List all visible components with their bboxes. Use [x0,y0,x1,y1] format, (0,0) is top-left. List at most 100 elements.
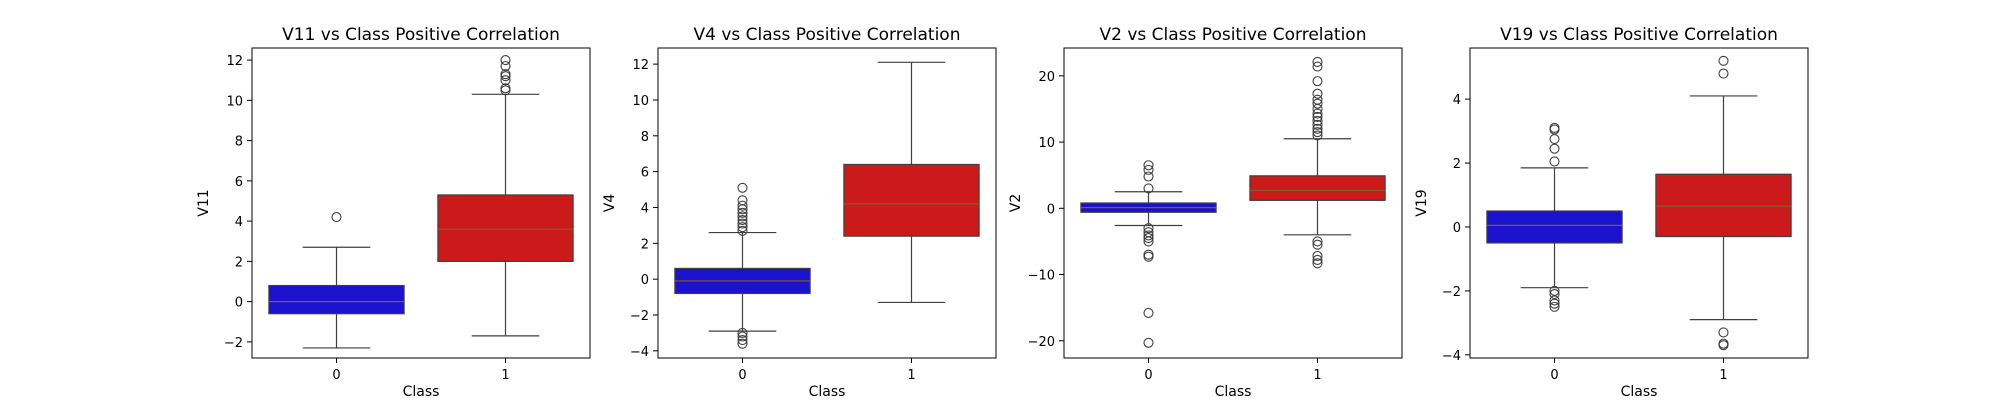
chart-title: V19 vs Class Positive Correlation [1500,25,1778,45]
outlier-point [737,335,748,346]
axes-frame [1063,47,1403,359]
outlier-point [737,182,748,193]
outlier-point [1143,307,1154,319]
outlier-point [1312,111,1323,122]
box-class-0 [1080,160,1217,348]
outlier-point [1143,171,1154,182]
box-class-0 [1486,122,1623,312]
x-axis-label: Class [403,384,440,400]
outlier-point [737,200,748,211]
y-axis-label: V19 [1414,189,1430,216]
outlier-point [1718,340,1729,351]
outlier-point [1312,61,1323,72]
outlier-point [500,61,511,72]
outlier-point [500,75,511,86]
box-iqr [268,284,405,315]
outlier-point [1549,301,1560,312]
outlier-point [1143,164,1154,175]
outlier-point [1143,230,1154,241]
outlier-point [1549,289,1560,300]
y-tick-label: 4 [1453,93,1461,108]
outlier-point [737,225,748,236]
subplots: V11 vs Class Positive Correlation−202468… [196,25,1809,400]
y-tick-label: 8 [235,135,243,150]
y-tick-label: −20 [1028,335,1055,350]
y-tick-label: 2 [1453,157,1461,172]
outlier-point [1718,55,1729,66]
outlier-point [1312,115,1323,126]
y-tick-label: 2 [235,255,243,270]
outlier-point [1312,250,1323,262]
x-tick-label: 0 [738,368,746,383]
outlier-point [1549,156,1560,167]
box-class-1 [1655,55,1792,351]
y-axis-label: V4 [602,194,618,213]
y-tick-label: 10 [226,94,243,109]
y-tick-label: 12 [632,58,649,73]
chart-title: V11 vs Class Positive Correlation [282,25,560,45]
axes-frame [251,47,591,359]
y-tick-label: −2 [630,309,649,324]
y-tick-label: 4 [235,215,243,230]
box-class-1 [843,61,980,304]
outlier-point [331,212,342,223]
outlier-point [737,218,748,229]
box-iqr [1486,210,1623,244]
x-axis-label: Class [809,384,846,400]
y-tick-label: −10 [1028,269,1055,284]
outlier-point [737,211,748,222]
x-tick-label: 0 [332,368,340,383]
box-iqr [1249,175,1386,201]
outlier-point [1312,56,1323,67]
outlier-point [1143,249,1154,260]
box-iqr [1655,173,1792,238]
outlier-point [737,207,748,218]
x-tick-label: 0 [1550,368,1558,383]
y-tick-label: 4 [641,201,649,216]
box-iqr [437,194,574,262]
y-tick-label: 0 [1047,202,1055,217]
outlier-point [1312,98,1323,109]
outlier-point [737,331,748,342]
outlier-point [1312,123,1323,134]
box-iqr [843,163,980,237]
outlier-point [1549,134,1560,145]
outlier-point [1718,68,1729,79]
y-tick-label: 0 [1453,221,1461,236]
y-tick-label: 0 [641,273,649,288]
x-axis-label: Class [1215,384,1252,400]
outlier-point [1143,236,1154,247]
outlier-point [737,327,748,338]
subplot-3: V2 vs Class Positive Correlation −20 −10 0 1… [1008,25,1403,400]
outlier-point [1312,130,1323,141]
outlier-point [1143,183,1154,194]
outlier-point [1549,298,1560,309]
outlier-point [1312,119,1323,130]
outlier-point [737,222,748,233]
subplot-2: V4 vs Class Positive Correlation −4 −2 0 2 4 6… [602,25,997,400]
outlier-point [1143,233,1154,244]
y-tick-label: 10 [1038,136,1055,151]
outlier-point [500,55,511,66]
outlier-point [1312,76,1323,87]
y-tick-label: 12 [226,54,243,69]
x-tick-label: 1 [501,368,509,383]
outlier-point [1312,258,1323,269]
y-tick-label: 6 [641,166,649,181]
outlier-point [500,83,511,94]
outlier-point [1143,337,1154,348]
y-tick-label: 8 [641,130,649,145]
outlier-point [1143,160,1154,171]
outlier-point [737,214,748,226]
box-class-0 [674,182,811,349]
outlier-point [500,85,511,96]
outlier-point [1312,94,1323,105]
outlier-point [1312,239,1323,250]
outlier-point [1549,143,1560,154]
y-tick-label: 6 [235,175,243,190]
outlier-point [737,195,748,206]
y-tick-label: 20 [1038,70,1055,85]
outlier-point [1549,122,1560,133]
outlier-point [1143,251,1154,262]
